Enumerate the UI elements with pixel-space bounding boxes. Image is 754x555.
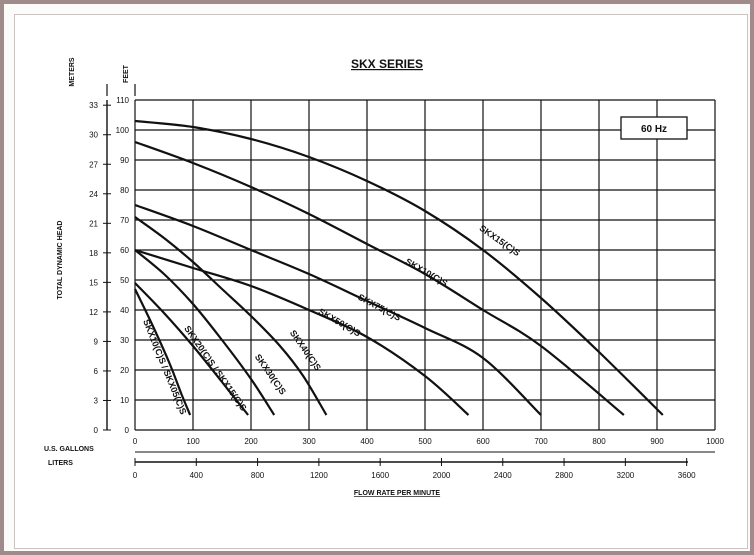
y-tick-label-meters: 3 xyxy=(94,396,99,405)
grid xyxy=(134,99,716,431)
y-tick-label-feet: 80 xyxy=(120,186,129,195)
feet-axis-label: FEET xyxy=(123,64,130,83)
y-tick-label-meters: 12 xyxy=(89,308,98,317)
series-label: SKX15(C)S xyxy=(478,223,522,258)
y-tick-label-meters: 18 xyxy=(89,249,98,258)
x-tick-label-gallons: 800 xyxy=(592,437,606,446)
liters-axis-label: LITERS xyxy=(48,460,73,467)
y-tick-label-feet: 10 xyxy=(120,396,129,405)
y-axis-label: TOTAL DYNAMIC HEAD xyxy=(57,221,64,300)
x-tick-label-gallons: 100 xyxy=(186,437,200,446)
x-tick-label-liters: 2000 xyxy=(433,471,451,480)
y-tick-label-meters: 0 xyxy=(94,426,99,435)
frequency-label: 60 Hz xyxy=(641,124,667,135)
x-tick-label-liters: 800 xyxy=(251,471,265,480)
y-tick-label-feet: 0 xyxy=(125,426,130,435)
x-tick-label-gallons: 400 xyxy=(360,437,374,446)
chart-title: SKX SERIES xyxy=(351,57,423,71)
x-axis-label: FLOW RATE PER MINUTE xyxy=(354,490,441,497)
series-curve-3 xyxy=(134,203,542,416)
y-tick-label-feet: 70 xyxy=(120,216,129,225)
x-tick-label-gallons: 600 xyxy=(476,437,490,446)
y-tick-label-feet: 100 xyxy=(116,126,130,135)
x-tick-label-gallons: 0 xyxy=(133,437,138,446)
y-tick-label-meters: 27 xyxy=(89,160,98,169)
x-tick-label-gallons: 300 xyxy=(302,437,316,446)
meters-axis-label: METERS xyxy=(69,57,76,87)
x-tick-label-gallons: 1000 xyxy=(706,437,724,446)
series-curve-7 xyxy=(134,282,249,416)
y-tick-label-feet: 20 xyxy=(120,366,129,375)
x-tick-label-gallons: 500 xyxy=(418,437,432,446)
y-tick-label-feet: 40 xyxy=(120,306,129,315)
y-tick-label-meters: 15 xyxy=(89,278,98,287)
y-tick-label-meters: 9 xyxy=(94,337,99,346)
x-tick-label-gallons: 200 xyxy=(244,437,258,446)
series-label: SKX10(C)S xyxy=(404,256,450,288)
series-label: SKX75(C)S xyxy=(356,292,402,323)
y-tick-label-meters: 33 xyxy=(89,101,98,110)
y-tick-label-meters: 30 xyxy=(89,131,98,140)
y-tick-label-feet: 60 xyxy=(120,246,129,255)
x-tick-label-liters: 3200 xyxy=(616,471,634,480)
series-label: SKX40(C)S xyxy=(288,328,323,372)
series-curve-8 xyxy=(134,288,192,416)
series-group: SKX15(C)S SKX10(C)SSKX75(C)SSKX50(C)SSKX4… xyxy=(134,119,664,416)
series-label: SKX50(C)S xyxy=(317,306,363,338)
series-curve-4 xyxy=(134,248,470,416)
x-tick-label-liters: 2400 xyxy=(494,471,512,480)
x-tick-label-gallons: 700 xyxy=(534,437,548,446)
y-tick-label-meters: 24 xyxy=(89,190,98,199)
x-tick-label-liters: 0 xyxy=(133,471,138,480)
x-tick-label-liters: 1200 xyxy=(310,471,328,480)
x-tick-label-liters: 1600 xyxy=(371,471,389,480)
x-tick-label-liters: 400 xyxy=(190,471,204,480)
axes: 0 10 20 30 40 50 60 70 80 90 100 110 0 3 6 9 12 15 18 21 24 2… xyxy=(89,84,724,480)
series-curve-1 xyxy=(134,119,664,416)
y-tick-label-meters: 6 xyxy=(94,367,99,376)
series-curve-5 xyxy=(134,216,328,416)
frequency-box xyxy=(620,116,688,140)
y-tick-label-meters: 21 xyxy=(89,219,98,228)
series-label: SKX20(C)S / SKX15(C)S xyxy=(182,324,248,413)
x-tick-label-liters: 3600 xyxy=(678,471,696,480)
y-tick-label-feet: 50 xyxy=(120,276,129,285)
series-curve-2 xyxy=(134,140,625,416)
x-tick-label-gallons: 900 xyxy=(650,437,664,446)
series-curve-6 xyxy=(134,249,276,416)
y-tick-label-feet: 30 xyxy=(120,336,129,345)
y-tick-label-feet: 110 xyxy=(116,96,129,105)
y-tick-label-feet: 90 xyxy=(120,156,129,165)
gallons-axis-label: U.S. GALLONS xyxy=(44,446,94,453)
x-tick-label-liters: 2800 xyxy=(555,471,573,480)
